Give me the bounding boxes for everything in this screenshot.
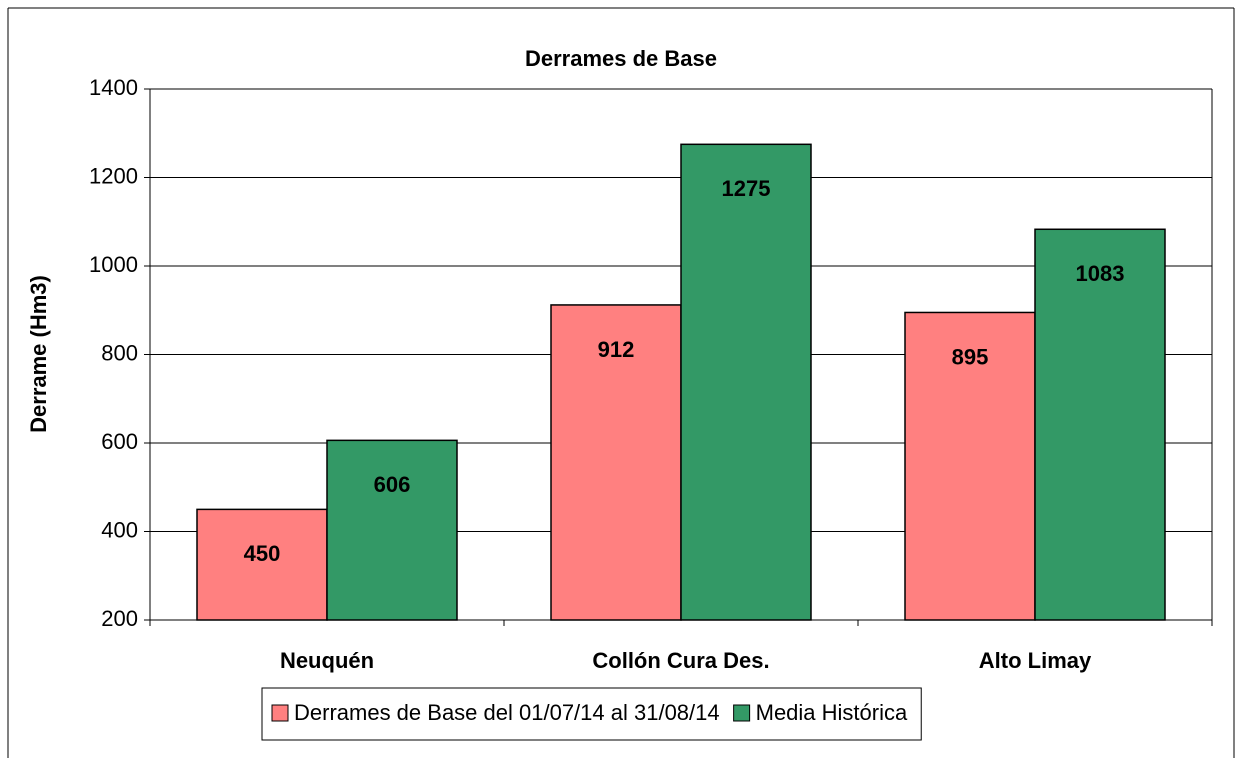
y-tick-label: 1400 [89, 75, 138, 100]
y-axis-label: Derrame (Hm3) [26, 275, 51, 433]
y-tick-label: 600 [101, 429, 138, 454]
legend [261, 687, 922, 741]
y-tick-label: 200 [101, 606, 138, 631]
bar [904, 311, 1036, 621]
value-label: 606 [374, 472, 411, 497]
value-label: 1083 [1076, 261, 1125, 286]
bar [550, 304, 682, 621]
legend-label: Media Histórica [756, 700, 908, 725]
value-label: 450 [244, 541, 281, 566]
y-tick-label: 1000 [89, 252, 138, 277]
x-tick-label: Alto Limay [979, 648, 1092, 673]
bar [680, 143, 812, 621]
value-label: 1275 [722, 176, 771, 201]
bar [196, 508, 328, 621]
legend-swatch [733, 704, 751, 722]
chart-title: Derrames de Base [525, 46, 717, 71]
x-tick-label: Neuquén [280, 648, 374, 673]
bar [326, 439, 458, 621]
bar [1034, 228, 1166, 621]
value-label: 895 [952, 344, 989, 369]
value-label: 912 [598, 337, 635, 362]
legend-swatch [271, 704, 289, 722]
y-tick-label: 1200 [89, 163, 138, 188]
y-tick-label: 800 [101, 340, 138, 365]
legend-label: Derrames de Base del 01/07/14 al 31/08/1… [294, 700, 720, 725]
x-tick-label: Collón Cura Des. [592, 648, 769, 673]
y-tick-label: 400 [101, 517, 138, 542]
